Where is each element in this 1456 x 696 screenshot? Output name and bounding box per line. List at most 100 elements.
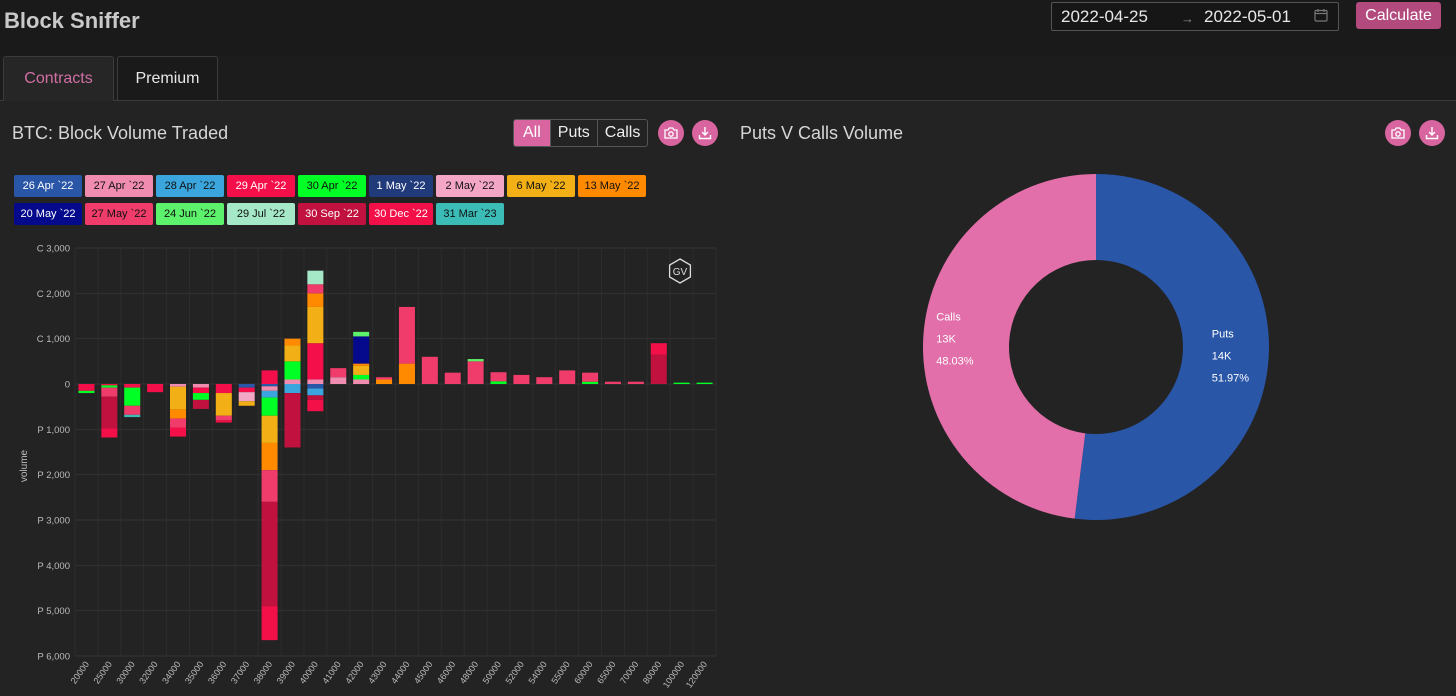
bar-segment[interactable] [124,387,141,406]
bar-segment[interactable] [192,387,209,394]
bar-segment[interactable] [170,386,187,410]
legend-item[interactable]: 30 Apr `22 [298,175,366,197]
bar-segment[interactable] [261,501,278,607]
bar-segment[interactable] [238,392,255,402]
bar-segment[interactable] [398,306,415,364]
bar-screenshot-button[interactable] [658,120,684,146]
bar-segment[interactable] [261,390,278,398]
legend-item[interactable]: 30 Dec `22 [369,203,433,225]
legend-item[interactable]: 27 May `22 [85,203,153,225]
bar-segment[interactable] [307,306,324,344]
bar-segment[interactable] [490,381,507,384]
bar-segment[interactable] [284,361,301,380]
bar-segment[interactable] [353,374,370,380]
tab-premium[interactable]: Premium [117,56,218,100]
bar-segment[interactable] [261,442,278,471]
filter-puts-button[interactable]: Puts [549,120,597,146]
bar-segment[interactable] [284,338,301,346]
bar-segment[interactable] [261,370,278,384]
bar-segment[interactable] [261,397,278,416]
bar-segment[interactable] [376,379,393,384]
bar-segment[interactable] [78,384,95,391]
bar-segment[interactable] [170,427,187,437]
bar-segment[interactable] [307,293,324,307]
bar-segment[interactable] [124,414,141,418]
bar-segment[interactable] [101,385,118,388]
bar-segment[interactable] [330,368,347,378]
bar-segment[interactable] [536,377,553,384]
bar-segment[interactable] [307,379,324,384]
bar-segment[interactable] [170,409,187,419]
bar-segment[interactable] [650,354,667,384]
bar-segment[interactable] [192,384,209,388]
bar-segment[interactable] [261,606,278,641]
legend-item[interactable]: 1 May `22 [369,175,433,197]
bar-segment[interactable] [101,428,118,438]
bar-segment[interactable] [284,345,301,362]
bar-segment[interactable] [307,270,324,285]
bar-segment[interactable] [307,384,324,389]
bar-segment[interactable] [215,393,232,416]
legend-item[interactable]: 24 Jun `22 [156,203,224,225]
start-date-input[interactable]: 2022-04-25 [1061,7,1148,26]
bar-segment[interactable] [513,374,530,384]
bar-segment[interactable] [307,399,324,412]
end-date-input[interactable]: 2022-05-01 [1204,7,1291,26]
bar-segment[interactable] [261,386,278,391]
legend-item[interactable]: 29 Apr `22 [227,175,295,197]
bar-segment[interactable] [353,365,370,375]
legend-item[interactable]: 31 Mar `23 [436,203,504,225]
bar-segment[interactable] [261,470,278,502]
bar-segment[interactable] [147,384,164,393]
bar-segment[interactable] [650,343,667,355]
legend-item[interactable]: 29 Jul `22 [227,203,295,225]
bar-segment[interactable] [627,381,644,384]
bar-segment[interactable] [307,395,324,400]
bar-segment[interactable] [170,418,187,428]
put-call-filter[interactable]: All Puts Calls [513,119,649,147]
legend-item[interactable]: 20 May `22 [14,203,82,225]
bar-segment[interactable] [353,379,370,384]
legend-item[interactable]: 30 Sep `22 [298,203,366,225]
bar-download-button[interactable] [692,120,718,146]
pie-download-button[interactable] [1419,120,1445,146]
bar-segment[interactable] [307,284,324,294]
bar-segment[interactable] [582,381,599,384]
filter-calls-button[interactable]: Calls [596,120,648,146]
bar-segment[interactable] [78,390,95,394]
bar-segment[interactable] [284,384,301,394]
bar-segment[interactable] [261,384,278,387]
bar-segment[interactable] [582,372,599,382]
bar-segment[interactable] [215,420,232,423]
date-range-picker[interactable]: 2022-04-25 → 2022-05-01 [1051,2,1339,31]
bar-segment[interactable] [284,379,301,384]
bar-segment[interactable] [353,336,370,364]
bar-segment[interactable] [170,384,187,387]
bar-segment[interactable] [101,396,118,429]
bar-segment[interactable] [353,363,370,366]
bar-segment[interactable] [398,363,415,384]
bar-segment[interactable] [238,384,255,388]
legend-item[interactable]: 13 May `22 [578,175,646,197]
bar-segment[interactable] [376,377,393,380]
legend-item[interactable]: 2 May `22 [436,175,504,197]
tab-contracts[interactable]: Contracts [3,56,114,101]
bar-segment[interactable] [101,387,118,397]
donut-slice-puts[interactable] [1074,174,1269,520]
bar-segment[interactable] [490,372,507,382]
bar-segment[interactable] [559,370,576,384]
bar-segment[interactable] [696,382,713,384]
bar-segment[interactable] [330,377,347,384]
bar-segment[interactable] [353,331,370,337]
calendar-icon[interactable] [1314,8,1328,22]
legend-item[interactable]: 6 May `22 [507,175,575,197]
legend-item[interactable]: 27 Apr `22 [85,175,153,197]
bar-segment[interactable] [192,393,209,400]
bar-segment[interactable] [467,359,484,362]
calculate-button[interactable]: Calculate [1356,2,1441,29]
bar-segment[interactable] [238,401,255,406]
bar-segment[interactable] [444,372,461,384]
legend-item[interactable]: 28 Apr `22 [156,175,224,197]
bar-segment[interactable] [307,343,324,380]
bar-segment[interactable] [307,388,324,396]
